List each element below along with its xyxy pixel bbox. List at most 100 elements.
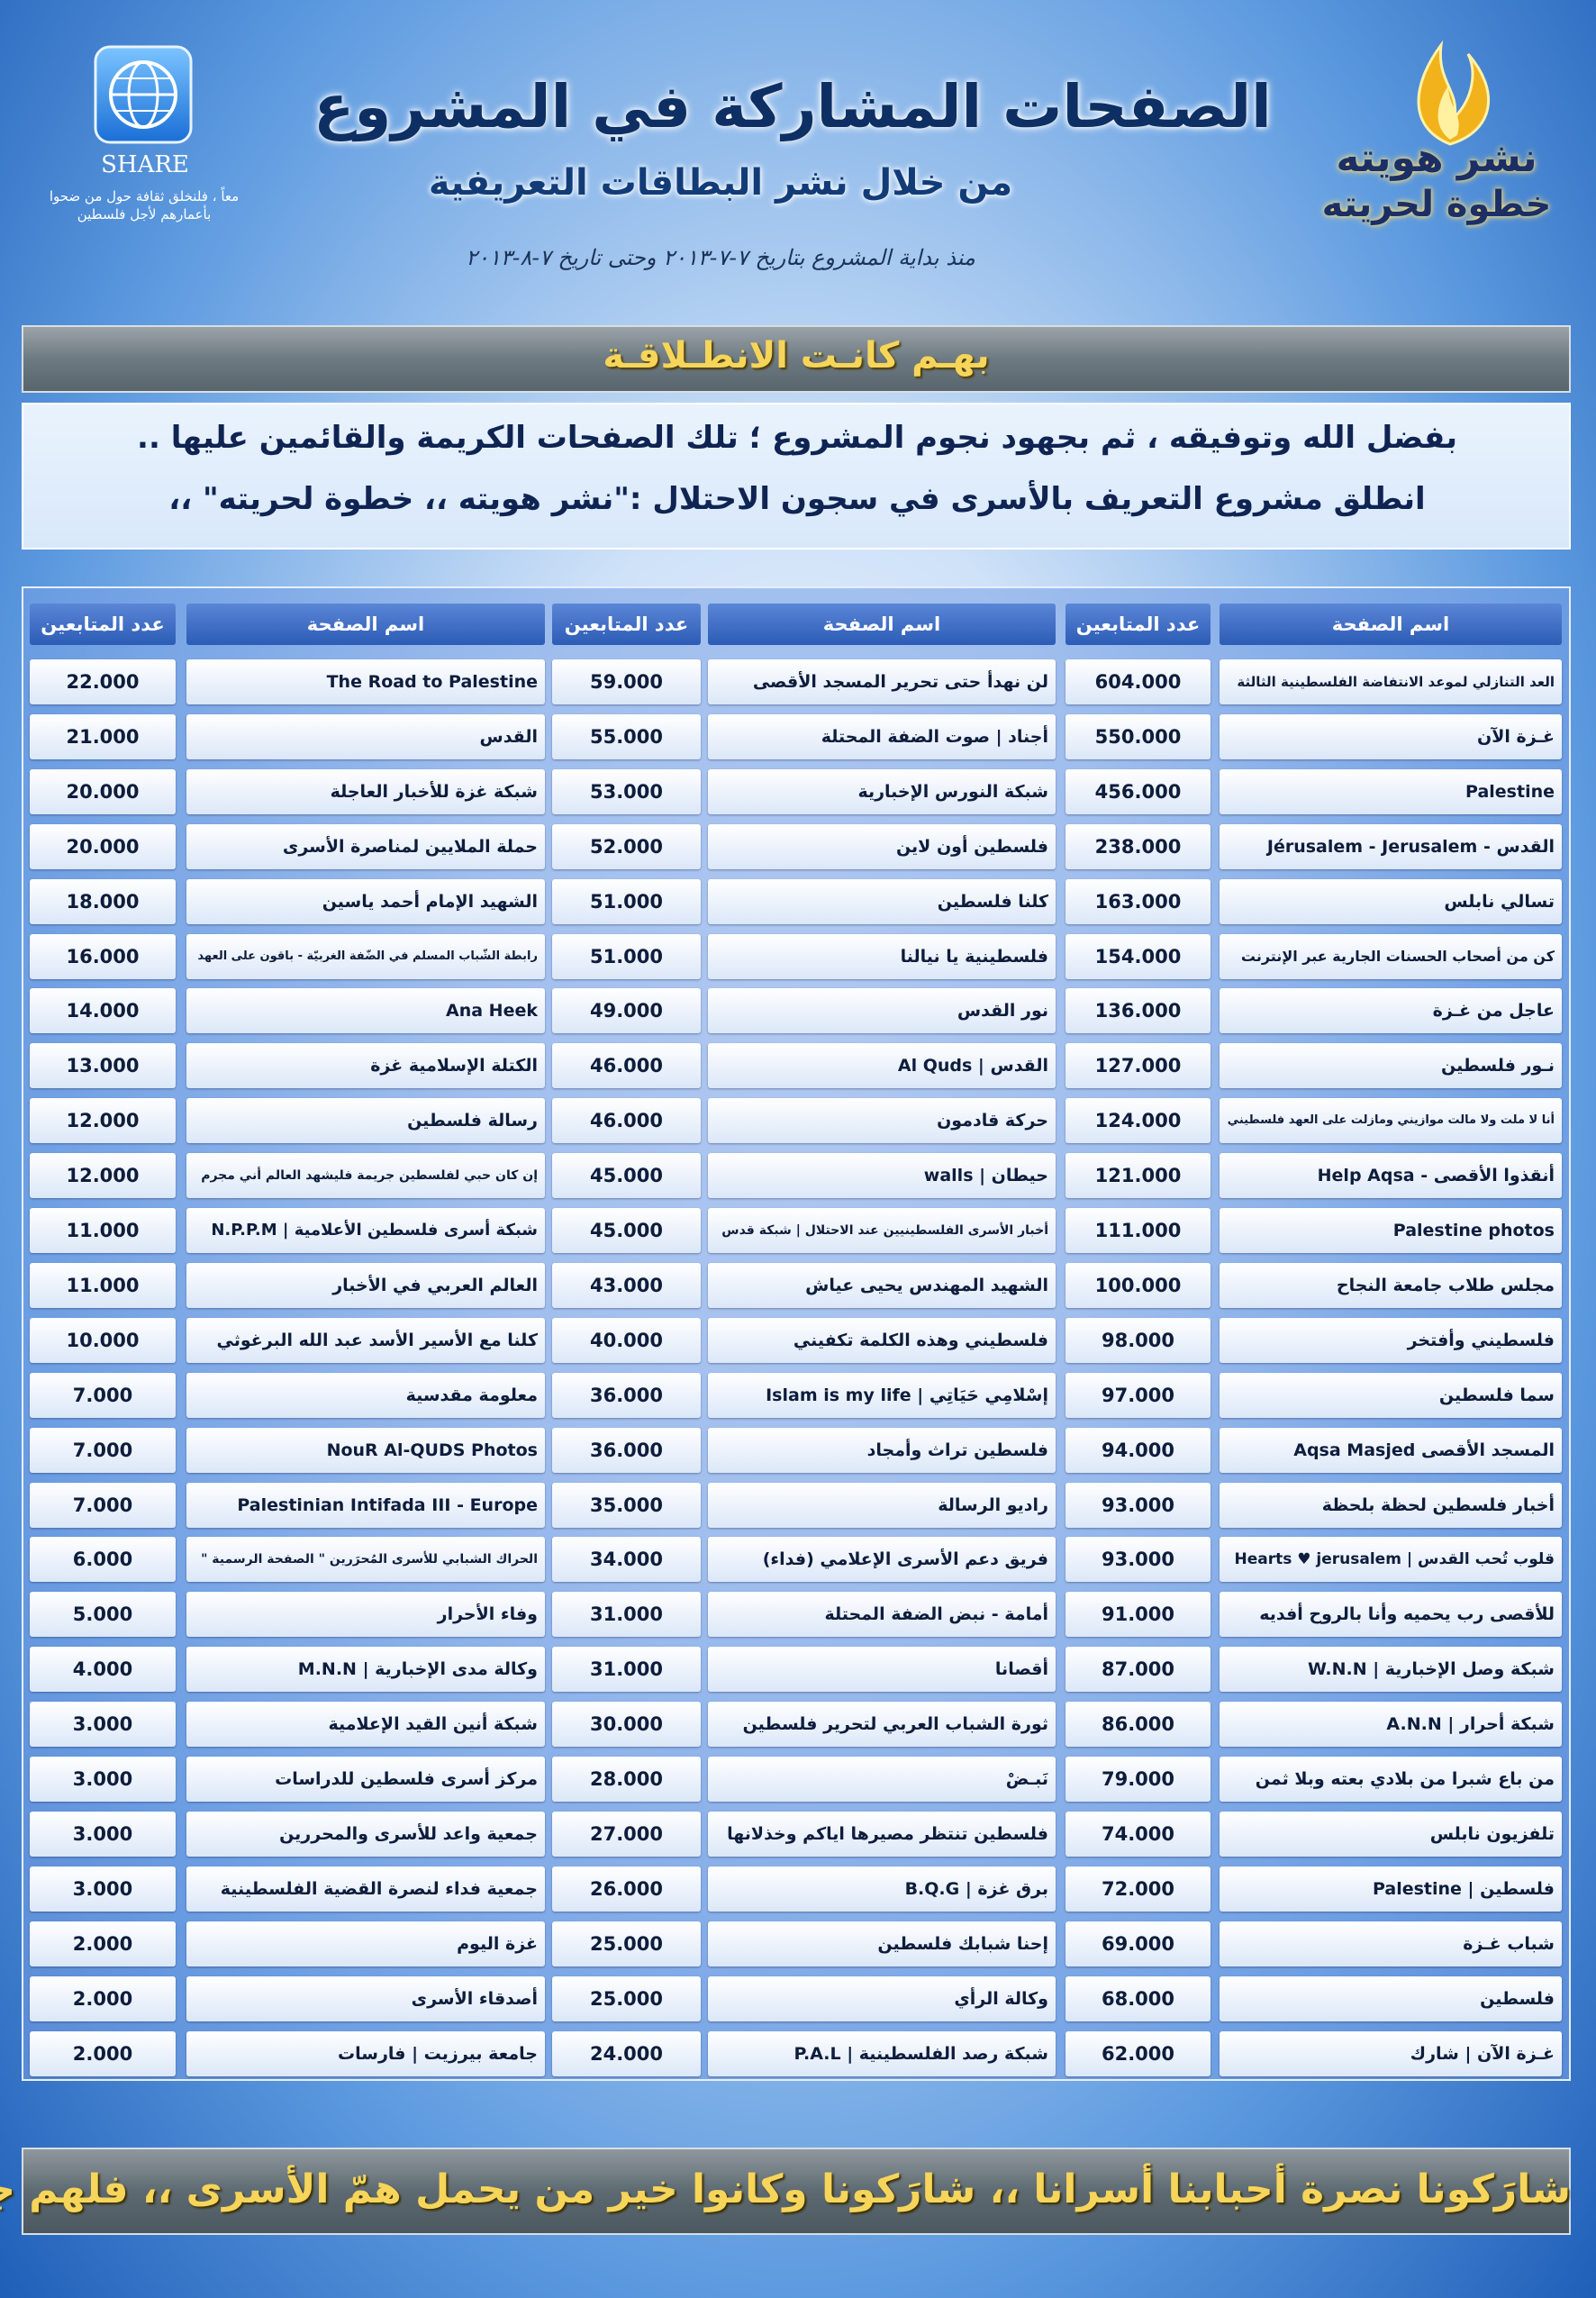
- column-header: اسم الصفحة: [1220, 604, 1562, 645]
- follower-count: 79.000: [1066, 1757, 1211, 1802]
- footer-text: شارَكونا نصرة أحبابنا أسرانا ،، شارَكونا…: [0, 2166, 1571, 2212]
- follower-count: 68.000: [1066, 1976, 1211, 2021]
- page-name: غـزة الآن | شارك: [1220, 2030, 1562, 2076]
- page-name: ثورة الشباب العربي لتحرير فلسطين: [708, 1702, 1056, 1748]
- follower-count: 69.000: [1066, 1921, 1211, 1966]
- follower-count: 154.000: [1066, 933, 1211, 979]
- follower-count: 604.000: [1066, 659, 1211, 704]
- follower-count: 62.000: [1066, 2030, 1211, 2076]
- follower-count: 28.000: [552, 1757, 701, 1802]
- page-name: القدس - Jérusalem - Jerusalem: [1220, 823, 1562, 869]
- follower-count: 2.000: [30, 2030, 176, 2076]
- logo-text: نشر هويته: [1336, 135, 1537, 181]
- page-name: إحنا شبابك فلسطين: [708, 1921, 1056, 1966]
- column-header: اسم الصفحة: [186, 604, 545, 645]
- page-name: أقصانا: [708, 1647, 1056, 1693]
- page-name: فلسطيني وأفتخر: [1220, 1317, 1562, 1363]
- follower-count: 3.000: [30, 1702, 176, 1748]
- follower-count: 51.000: [552, 933, 701, 979]
- follower-count: 98.000: [1066, 1317, 1211, 1363]
- page-name: حيطان | walls: [708, 1153, 1056, 1199]
- page-name: تلفزيون نابلس: [1220, 1811, 1562, 1857]
- page-name: Palestine: [1220, 768, 1562, 814]
- banner-bar: [22, 325, 1571, 393]
- follower-count: 87.000: [1066, 1647, 1211, 1693]
- column-header: عدد المتابعين: [30, 604, 176, 645]
- logo-text: خطوة لحريته: [1321, 184, 1552, 225]
- follower-count: 13.000: [30, 1043, 176, 1089]
- follower-count: 21.000: [30, 713, 176, 759]
- page-name: شبكة أسرى فلسطين الأعلامية | N.P.P.M: [186, 1208, 545, 1253]
- follower-count: 127.000: [1066, 1043, 1211, 1089]
- page-name: نَبـضْ: [708, 1757, 1056, 1802]
- page-name: فلسطين تراث وأمجاد: [708, 1427, 1056, 1473]
- follower-count: 11.000: [30, 1262, 176, 1308]
- share-label: SHARE: [101, 151, 189, 178]
- follower-count: 16.000: [30, 933, 176, 979]
- page-name: شبكة غزة للأخبار العاجلة: [186, 768, 545, 814]
- page-name: فلسطين أون لاين: [708, 823, 1056, 869]
- follower-count: 2.000: [30, 1976, 176, 2021]
- page-name: Palestinian Intifada III - Europe: [186, 1482, 545, 1528]
- page-name: NouR Al-QUDS Photos: [186, 1427, 545, 1473]
- follower-count: 40.000: [552, 1317, 701, 1363]
- page-name: القدس | Al Quds: [708, 1043, 1056, 1089]
- page-name: حركة قادمون: [708, 1098, 1056, 1144]
- page-name: للأقصى رب يحميه وأنا بالروح أفديه: [1220, 1592, 1562, 1638]
- page-name: من باع شبرا من بلادي بعته وبلا ثمن: [1220, 1757, 1562, 1802]
- page-name: إن كان حبي لفلسطين جريمة فليشهد العالم أ…: [186, 1153, 545, 1199]
- page-name: فلسطينية يا نيالنا: [708, 933, 1056, 979]
- follower-count: 74.000: [1066, 1811, 1211, 1857]
- page-name: شبكة أنين القيد الإعلامية: [186, 1702, 545, 1748]
- follower-count: 121.000: [1066, 1153, 1211, 1199]
- follower-count: 55.000: [552, 713, 701, 759]
- share-tagline: معاً ، فلنخلق ثقافة حول من ضحوا بأعمارهم…: [49, 188, 240, 223]
- follower-count: 27.000: [552, 1811, 701, 1857]
- page-name: فلسطين تنتظر مصيرها اياكم وخذلانها: [708, 1811, 1056, 1857]
- intro-line: انطلق مشروع التعريف بالأسرى في سجون الاح…: [168, 481, 1426, 517]
- follower-count: 53.000: [552, 768, 701, 814]
- follower-count: 6.000: [30, 1537, 176, 1583]
- follower-count: 93.000: [1066, 1537, 1211, 1583]
- follower-count: 136.000: [1066, 988, 1211, 1034]
- follower-count: 36.000: [552, 1372, 701, 1418]
- date-range: منذ بداية المشروع بتاريخ ٧-٧-٢٠١٣ وحتى ت…: [466, 245, 975, 270]
- follower-count: 51.000: [552, 878, 701, 924]
- follower-count: 12.000: [30, 1098, 176, 1144]
- follower-count: 26.000: [552, 1866, 701, 1912]
- page-name: قلوب تُحب القدس | Hearts ♥ jerusalem: [1220, 1537, 1562, 1583]
- follower-count: 7.000: [30, 1482, 176, 1528]
- page-name: أمامة - نبض الضفة المحتلة: [708, 1592, 1056, 1638]
- follower-count: 30.000: [552, 1702, 701, 1748]
- follower-count: 91.000: [1066, 1592, 1211, 1638]
- follower-count: 25.000: [552, 1921, 701, 1966]
- follower-count: 7.000: [30, 1427, 176, 1473]
- follower-count: 3.000: [30, 1866, 176, 1912]
- page-name: إسْلامِي حَيَاتِي | Islam is my life: [708, 1372, 1056, 1418]
- page-name: جامعة بيرزيت | فارسات: [186, 2030, 545, 2076]
- follower-count: 86.000: [1066, 1702, 1211, 1748]
- page-name: المسجد الأقصى Aqsa Masjed: [1220, 1427, 1562, 1473]
- page-name: نـور فلسطين: [1220, 1043, 1562, 1089]
- follower-count: 24.000: [552, 2030, 701, 2076]
- follower-count: 3.000: [30, 1811, 176, 1857]
- page-name: الشهيد المهندس يحيى عياش: [708, 1262, 1056, 1308]
- page-name: وكالة الرأي: [708, 1976, 1056, 2021]
- page-name: أخبار الأسرى الفلسطينيين عند الاحتلال | …: [708, 1208, 1056, 1253]
- page-name: برق غزة | B.Q.G: [708, 1866, 1056, 1912]
- follower-count: 111.000: [1066, 1208, 1211, 1253]
- page-name: فلسطيني وهذه الكلمة تكفيني: [708, 1317, 1056, 1363]
- page-name: أجناد | صوت الضفة المحتلة: [708, 713, 1056, 759]
- follower-count: 11.000: [30, 1208, 176, 1253]
- page-name: شبكة رصد الفلسطينية | P.A.L: [708, 2030, 1056, 2076]
- page-name: كلنا فلسطين: [708, 878, 1056, 924]
- page-name: وكالة مدى الإخبارية | M.N.N: [186, 1647, 545, 1693]
- follower-count: 34.000: [552, 1537, 701, 1583]
- page-name: أخبار فلسطين لحظة بلحظة: [1220, 1482, 1562, 1528]
- follower-count: 18.000: [30, 878, 176, 924]
- page-name: مجلس طلاب جامعة النجاح: [1220, 1262, 1562, 1308]
- follower-count: 550.000: [1066, 713, 1211, 759]
- follower-count: 100.000: [1066, 1262, 1211, 1308]
- page-name: فلسطين: [1220, 1976, 1562, 2021]
